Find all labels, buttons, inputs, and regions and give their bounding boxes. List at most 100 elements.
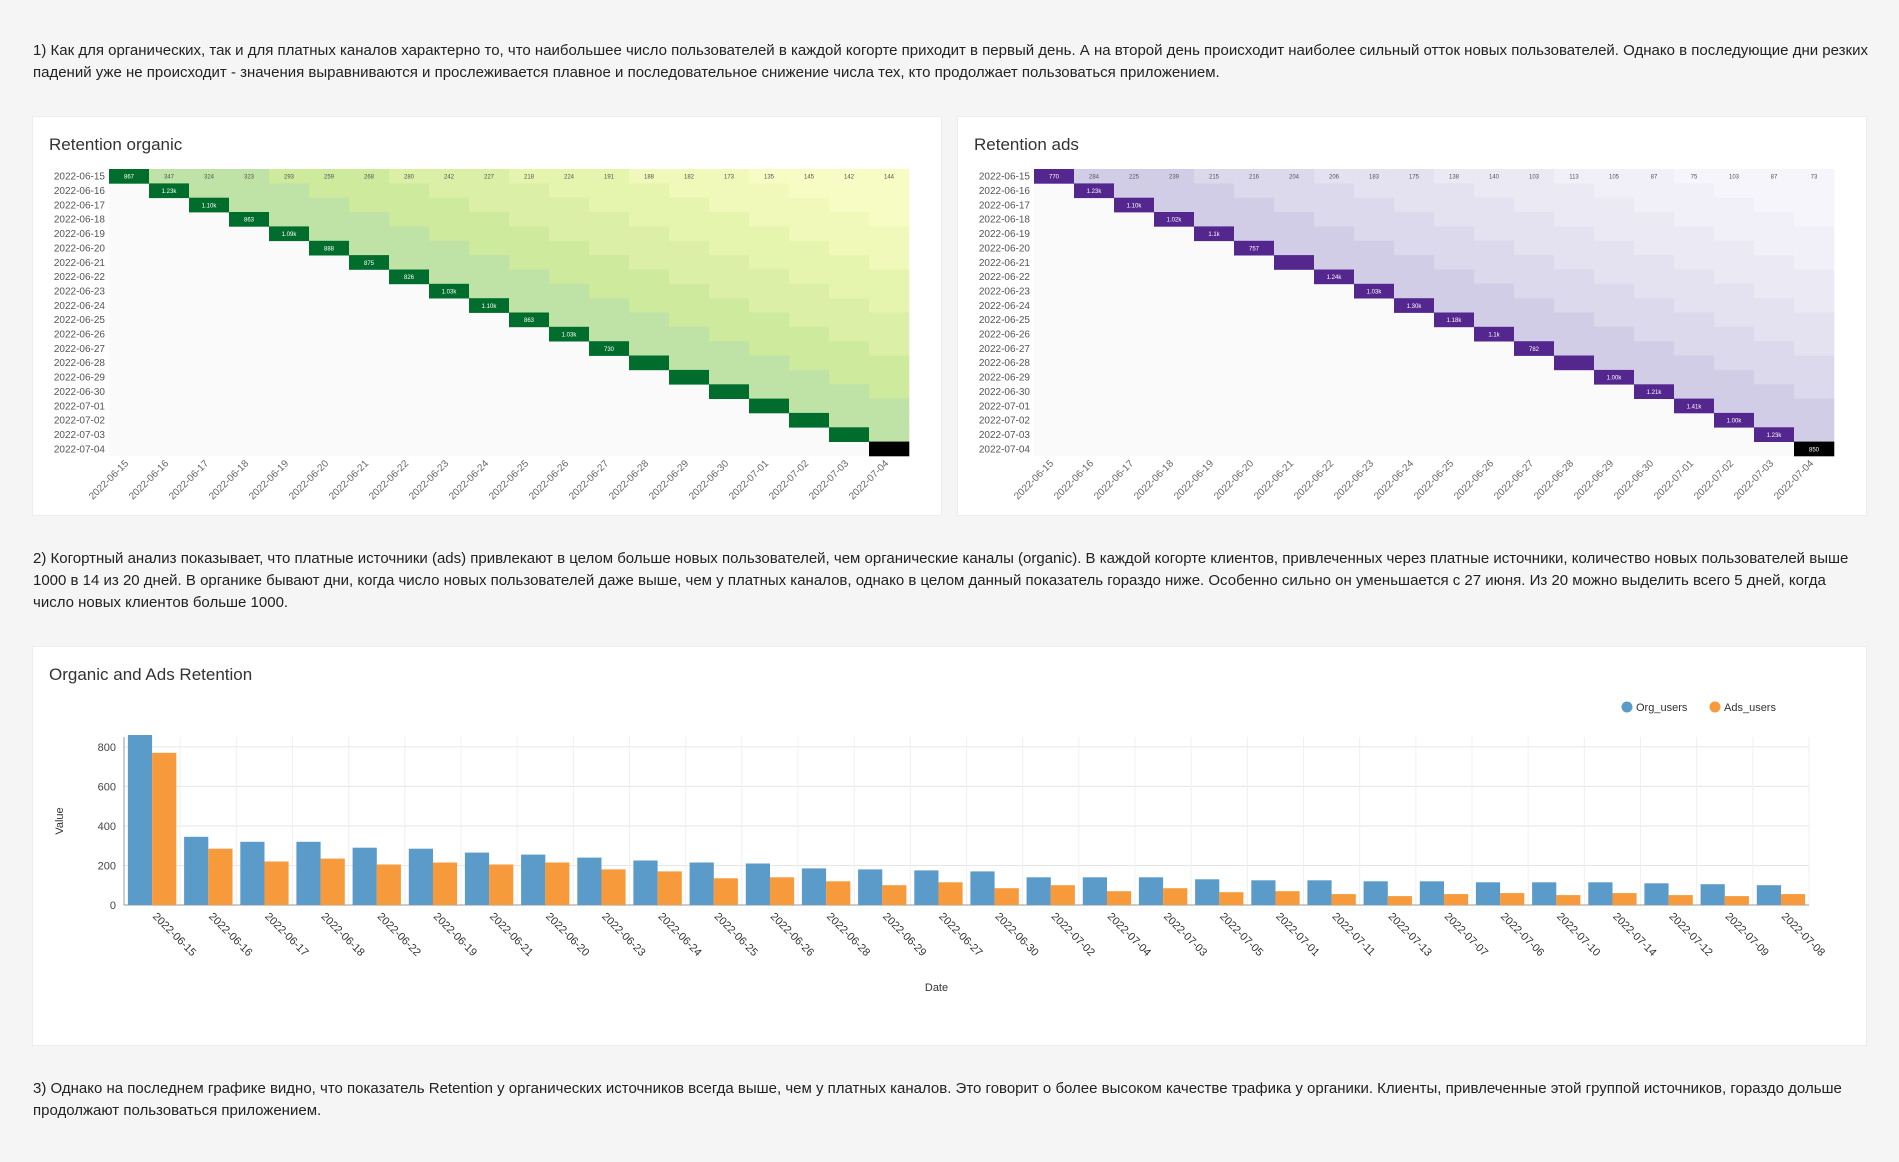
heatmap-row-label: 2022-06-16 (54, 186, 106, 197)
bar-org-users (1195, 879, 1220, 905)
heatmap-cell (1794, 169, 1835, 184)
bar-x-tick-label: 2022-07-01 (1273, 911, 1321, 959)
heatmap-cell (1514, 183, 1555, 199)
heatmap-cell (1594, 240, 1635, 256)
heatmap-cell (669, 255, 710, 270)
heatmap-cell (629, 183, 670, 199)
heatmap-cell (829, 183, 870, 199)
heatmap-cell-label: 225 (1129, 175, 1140, 181)
heatmap-cell (789, 384, 830, 399)
heatmap-col-label: 2022-06-15 (1012, 458, 1056, 502)
heatmap-cell (189, 183, 230, 199)
bar-org-users (577, 857, 602, 905)
heatmap-cell (229, 183, 270, 199)
heatmap-cell (1234, 212, 1275, 227)
heatmap-cell (749, 298, 790, 313)
bar-org-users (1475, 882, 1501, 905)
heatmap-row-label: 2022-06-22 (54, 272, 106, 283)
bar-ads-users (1780, 894, 1806, 905)
heatmap-cell (1634, 369, 1675, 385)
heatmap-cell (1274, 226, 1315, 242)
heatmap-cell (1354, 183, 1395, 199)
heatmap-cell-label: 293 (284, 175, 295, 181)
heatmap-cell (1674, 255, 1715, 270)
heatmap-cell (1634, 298, 1675, 313)
heatmap-cell-label: 850 (1809, 447, 1820, 453)
heatmap-cell (789, 226, 830, 242)
heatmap-row-label: 2022-06-24 (54, 301, 106, 312)
bar-org-users (1082, 877, 1107, 905)
heatmap-cell-label: 347 (164, 175, 175, 181)
bar-org-users (689, 862, 714, 905)
heatmap-cell (469, 197, 510, 213)
heatmap-cell (869, 427, 910, 442)
heatmap-cell (669, 355, 710, 371)
bar-x-tick-label: 2022-06-26 (768, 911, 816, 959)
heatmap-row-label: 2022-06-29 (979, 373, 1031, 384)
heatmap-cell (589, 212, 630, 227)
heatmap-cell (1794, 240, 1835, 256)
heatmap-cell (1474, 240, 1515, 256)
heatmap-row-label: 2022-07-01 (54, 401, 106, 412)
heatmap-cell (1434, 197, 1475, 213)
heatmap-cell (1794, 298, 1835, 313)
heatmap-cell-label: 216 (1249, 175, 1260, 181)
heatmap-col-label: 2022-06-26 (527, 458, 571, 502)
heatmap-row-label: 2022-06-20 (54, 243, 106, 254)
heatmap-cell (1274, 183, 1315, 199)
heatmap-cell (749, 283, 790, 299)
heatmap-cell (669, 283, 710, 299)
heatmap-cell (629, 226, 670, 242)
heatmap-cell (1674, 326, 1715, 342)
heatmap-cell (1794, 255, 1835, 270)
bar-org-users (1026, 877, 1051, 905)
heatmap-cell (709, 283, 750, 299)
bar-x-tick-label: 2022-07-04 (1105, 911, 1153, 959)
heatmap-cell (1714, 240, 1755, 256)
bar-y-axis-label: Value (54, 807, 66, 834)
heatmap-cell (1354, 197, 1395, 213)
heatmap-cell-label: 1.10k (202, 203, 218, 209)
heatmap-cell (469, 255, 510, 270)
heatmap-cell (349, 240, 390, 256)
bar-org-users (633, 860, 658, 905)
heatmap-cell-label: 135 (764, 175, 775, 181)
bar-org-users (1700, 884, 1725, 905)
bar-x-tick-label: 2022-07-07 (1442, 911, 1490, 959)
heatmap-cell (1554, 255, 1595, 270)
bar-org-users (296, 841, 321, 905)
heatmap-cell (1714, 355, 1755, 371)
heatmap-cell (1514, 341, 1555, 356)
heatmap-cell (1554, 183, 1595, 199)
bar-x-tick-label: 2022-06-29 (880, 911, 928, 959)
heatmap-cell (1234, 183, 1275, 199)
heatmap-cell (1474, 326, 1515, 342)
heatmap-row-label: 2022-06-17 (979, 200, 1031, 211)
heatmap-cell-label: 259 (324, 175, 335, 181)
heatmap-cell (629, 312, 670, 328)
heatmap-cell (349, 183, 390, 199)
heatmap-cell (869, 298, 910, 313)
heatmap-cell (1794, 283, 1835, 299)
retention-organic-heatmap: 867 347 324 323 293 259 268 280 242 227 218 224 191 1… (54, 169, 910, 502)
heatmap-cell (789, 240, 830, 256)
heatmap-cell-label: 1.09k (282, 232, 298, 238)
heatmap-cell (589, 312, 630, 328)
bar-ads-users (489, 864, 514, 905)
bar-ads-users (938, 882, 963, 905)
insight-paragraph-1: 1) Как для органических, так и для платн… (33, 42, 1868, 81)
heatmap-cell (869, 355, 910, 371)
heatmap-row-label: 2022-06-16 (979, 186, 1031, 197)
heatmap-cell (749, 341, 790, 356)
heatmap-cell (269, 183, 310, 199)
heatmap-cell (1714, 298, 1755, 313)
heatmap-col-label: 2022-06-24 (1372, 458, 1416, 502)
heatmap-cell (1474, 212, 1515, 227)
heatmap-cell (1634, 226, 1675, 242)
bar-x-tick-label: 2022-07-09 (1723, 911, 1771, 959)
heatmap-cell (749, 240, 790, 256)
bar-org-users (970, 871, 995, 905)
heatmap-cell (1474, 183, 1515, 199)
heatmap-cell (349, 212, 390, 227)
